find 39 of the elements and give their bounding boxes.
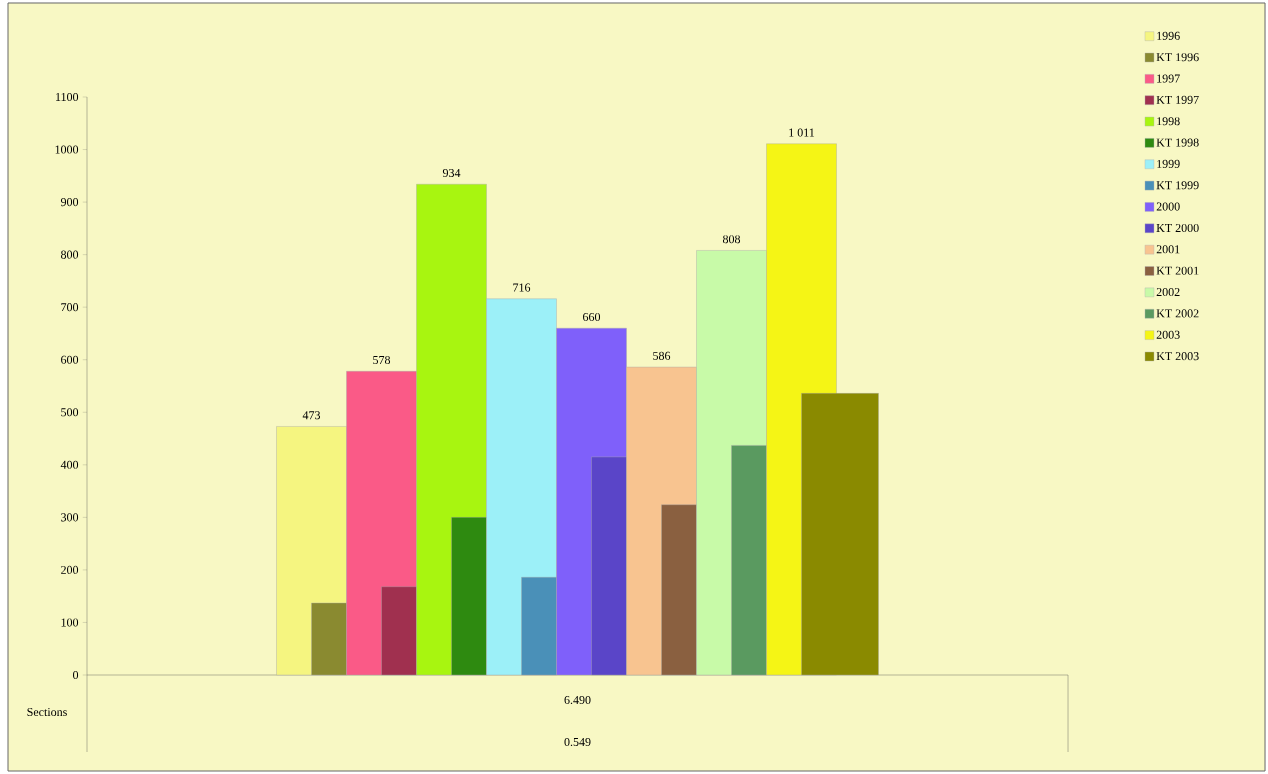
y-tick-label: 0 bbox=[73, 670, 79, 680]
legend-label: 1997 bbox=[1157, 74, 1180, 83]
legend-label: 2001 bbox=[1156, 245, 1180, 254]
y-tick-label: 300 bbox=[61, 513, 79, 522]
data-label: 586 bbox=[653, 351, 671, 360]
legend-label: 2002 bbox=[1156, 287, 1180, 297]
legend-label: KT 1999 bbox=[1156, 181, 1199, 190]
legend-label: 1999 bbox=[1157, 159, 1180, 168]
legend-label: KT 2000 bbox=[1156, 223, 1199, 233]
legend-label: KT 2001 bbox=[1156, 266, 1199, 275]
legend-label: KT 2002 bbox=[1156, 309, 1199, 318]
legend-label: 2003 bbox=[1156, 330, 1180, 339]
data-label: 934 bbox=[442, 168, 461, 178]
text: 6.490 bbox=[564, 695, 591, 705]
data-label: 578 bbox=[373, 355, 391, 365]
data-label: 808 bbox=[722, 235, 741, 244]
y-tick-label: 400 bbox=[60, 460, 79, 469]
data-label: 1 011 bbox=[789, 128, 815, 137]
legend-label: KT 2003 bbox=[1156, 352, 1199, 361]
legend-label: 2000 bbox=[1156, 202, 1180, 211]
y-tick-label: 200 bbox=[61, 565, 79, 574]
legend-label: KT 1998 bbox=[1156, 138, 1199, 147]
y-tick-label: 800 bbox=[61, 250, 79, 259]
legend-label: KT 1996 bbox=[1156, 53, 1199, 62]
y-tick-label: 700 bbox=[61, 303, 79, 312]
y-tick-label: 600 bbox=[61, 355, 79, 364]
text: Sections bbox=[27, 707, 67, 717]
y-tick-label: 500 bbox=[61, 408, 79, 417]
data-label: 660 bbox=[583, 312, 601, 321]
y-tick-label: 900 bbox=[60, 198, 79, 207]
y-tick-label: 1000 bbox=[55, 145, 79, 154]
data-label: 716 bbox=[513, 283, 531, 292]
legend-label: KT 1997 bbox=[1156, 95, 1199, 104]
text: 0.549 bbox=[564, 737, 591, 747]
y-tick-label: 100 bbox=[61, 618, 79, 627]
legend-label: 1996 bbox=[1157, 31, 1180, 40]
legend-label: 1998 bbox=[1157, 117, 1180, 126]
y-tick-label: 1100 bbox=[56, 92, 79, 102]
data-label: 473 bbox=[302, 411, 321, 420]
